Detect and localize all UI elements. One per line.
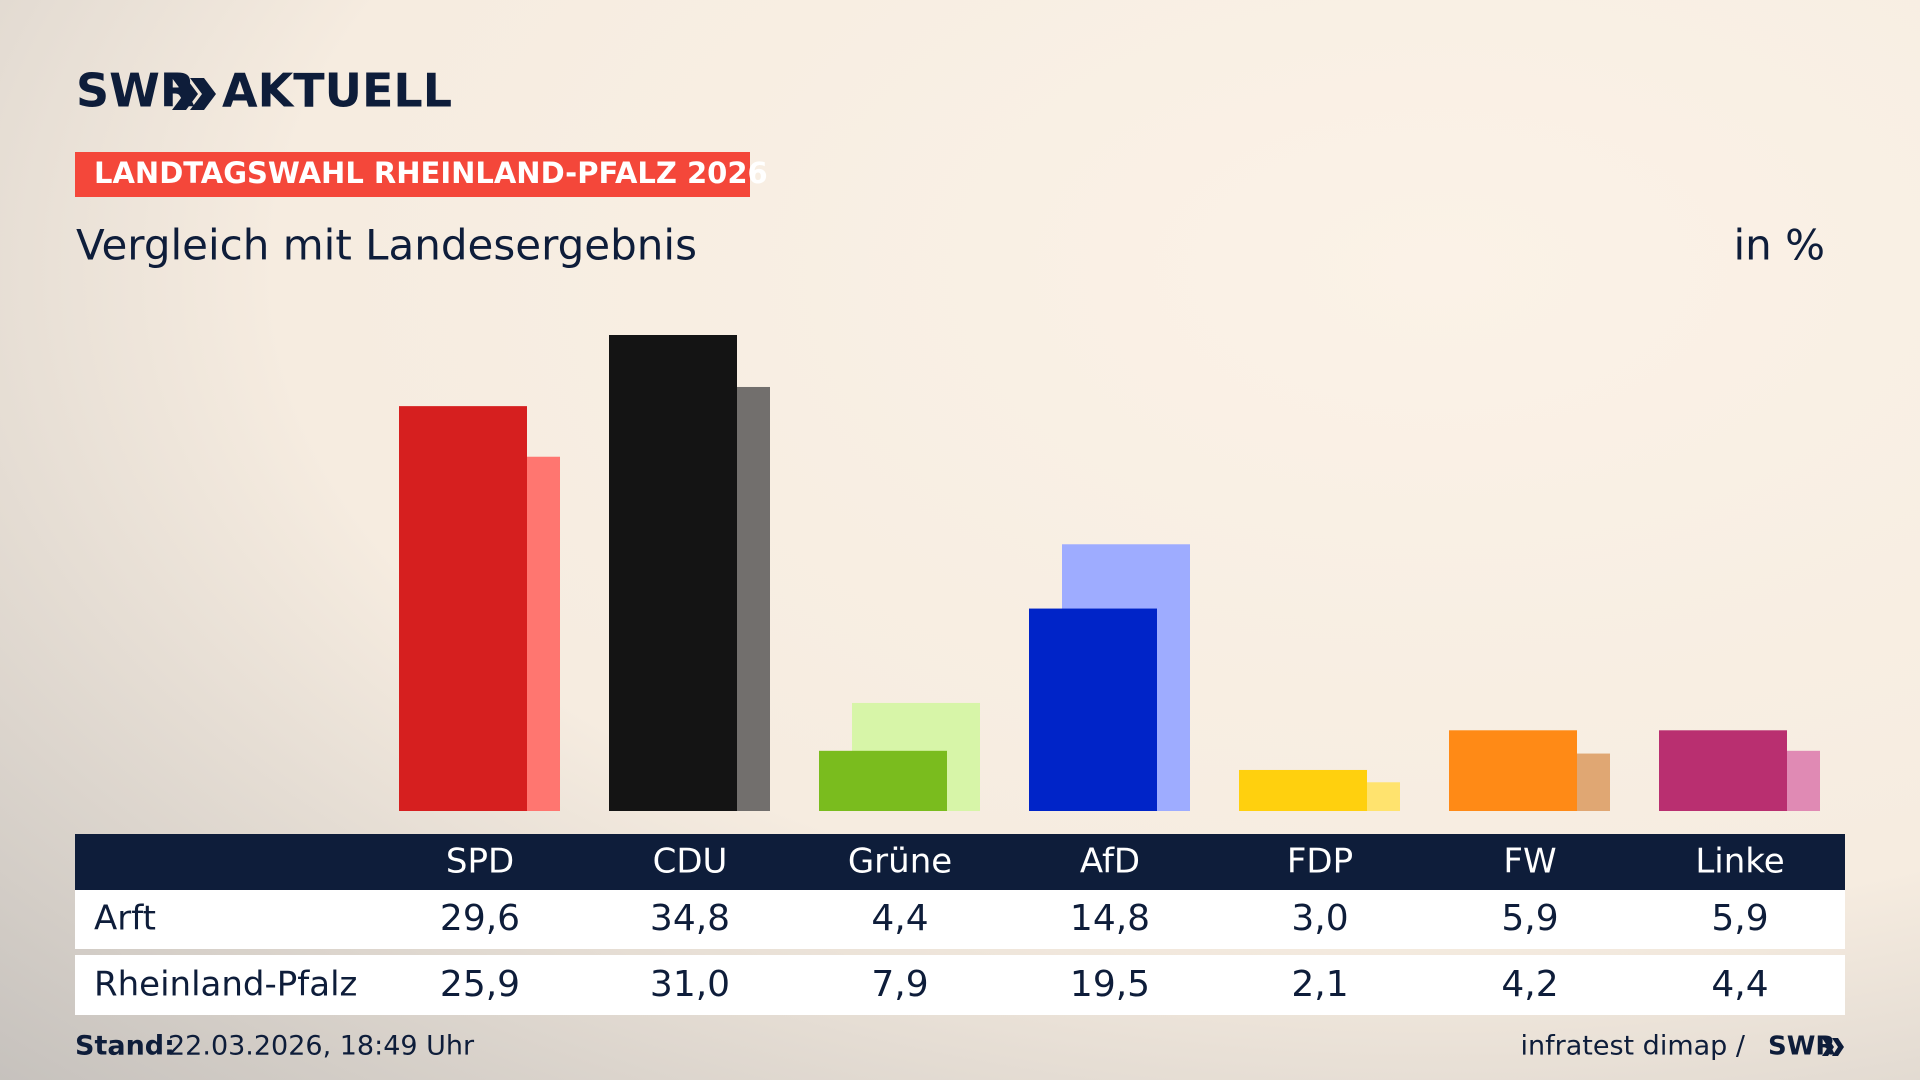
row-label: Arft bbox=[94, 899, 156, 939]
column-header: Linke bbox=[1695, 842, 1784, 882]
value-label: 2,1 bbox=[1291, 964, 1348, 1005]
table-row bbox=[75, 955, 1845, 1015]
column-header: SPD bbox=[446, 842, 514, 882]
source: infratest dimap / bbox=[1520, 1031, 1745, 1062]
value-label: 7,9 bbox=[871, 964, 928, 1005]
unit: in % bbox=[1733, 221, 1825, 270]
value-label: 3,0 bbox=[1291, 898, 1348, 939]
bar bbox=[1449, 730, 1577, 811]
value-label: 25,9 bbox=[440, 964, 520, 1005]
value-label: 34,8 bbox=[650, 898, 730, 939]
value-label: 19,5 bbox=[1070, 964, 1150, 1005]
brand-suffix: AKTUELL bbox=[222, 64, 452, 118]
footer-logo: SWR bbox=[1768, 1032, 1835, 1062]
subtitle: Vergleich mit Landesergebnis bbox=[76, 221, 697, 270]
column-header: FW bbox=[1503, 842, 1556, 882]
table: SPD CDU Grüne AfD FDP FW Linke Arft 29,6 34,8 4,4 1… bbox=[94, 842, 1785, 1006]
stand: 22.03.2026, 18:49 Uhr bbox=[168, 1031, 475, 1062]
column-header: CDU bbox=[653, 842, 728, 882]
stand-label: Stand: bbox=[75, 1031, 175, 1062]
column-header: FDP bbox=[1287, 842, 1353, 882]
value-label: 4,2 bbox=[1501, 964, 1558, 1005]
bar bbox=[819, 750, 947, 811]
value-label: 5,9 bbox=[1711, 898, 1768, 939]
column-header: AfD bbox=[1080, 842, 1140, 882]
bars bbox=[399, 335, 1820, 811]
column-header: Grüne bbox=[848, 842, 952, 882]
footer-logo-arrows bbox=[1822, 1038, 1844, 1056]
value-label: 4,4 bbox=[1711, 964, 1768, 1005]
value-label: 5,9 bbox=[1501, 898, 1558, 939]
value-label: 14,8 bbox=[1070, 898, 1150, 939]
bar bbox=[399, 406, 527, 811]
value-label: 29,6 bbox=[440, 898, 520, 939]
bar bbox=[1029, 608, 1157, 811]
badge-title: LANDTAGSWAHL RHEINLAND-PFALZ 2026 bbox=[94, 156, 768, 190]
brand-arrows bbox=[172, 78, 216, 110]
row-label: Rheinland-Pfalz bbox=[94, 965, 357, 1005]
badge bbox=[75, 152, 750, 197]
bar bbox=[1659, 730, 1787, 811]
bar bbox=[609, 335, 737, 811]
table-row bbox=[75, 890, 1845, 949]
bar bbox=[1239, 769, 1367, 811]
table-header bbox=[75, 834, 1845, 890]
value-label: 31,0 bbox=[650, 964, 730, 1005]
value-label: 4,4 bbox=[871, 898, 928, 939]
